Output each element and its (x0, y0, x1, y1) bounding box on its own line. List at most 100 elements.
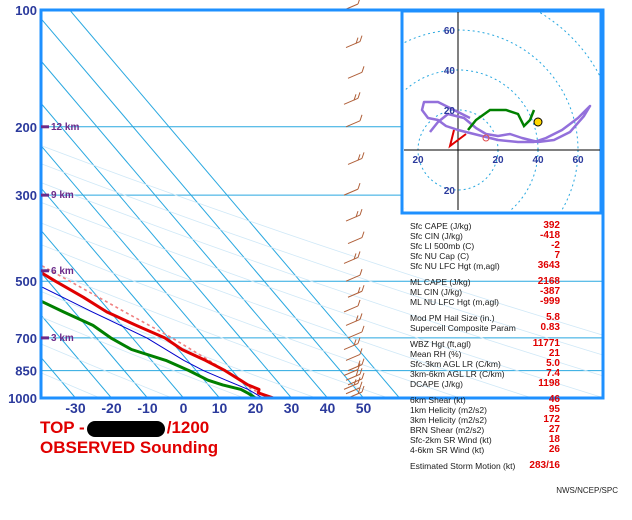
isotherm (69, 10, 400, 398)
height-label: 12 km (51, 122, 79, 133)
wind-barb (347, 372, 365, 386)
dry-adiabat (41, 343, 173, 398)
parameter-row: Mod PM Hail Size (in.) 5.8 (410, 312, 560, 324)
dry-adiabat (41, 201, 603, 398)
parameter-value: 5.0 (546, 358, 560, 369)
parameter-name: Estimated Storm Motion (kt) (410, 461, 516, 471)
isotherm (41, 60, 328, 398)
pressure-label: 700 (15, 331, 37, 346)
parameter-value: 0.83 (540, 322, 560, 333)
parameter-row: Sfc CIN (J/kg) -418 (410, 230, 560, 242)
dry-adiabat (41, 244, 461, 398)
parameter-row: Supercell Composite Param 0.83 (410, 322, 560, 334)
height-label: 9 km (51, 190, 74, 201)
parameter-name: 4-6km SR Wind (kt) (410, 445, 485, 455)
credit-label: NWS/NCEP/SPC (556, 486, 618, 495)
parameter-row: 1km Helicity (m2/s2) 95 (410, 405, 560, 416)
parameter-row: BRN Shear (m2/s2) 27 (410, 425, 560, 436)
wind-barb (345, 114, 363, 128)
wind-barb (345, 368, 363, 381)
hodograph-trace (420, 100, 592, 144)
parameter-row: ML NU LFC Hgt (m,agl) -999 (410, 297, 560, 308)
isotherm (41, 102, 292, 398)
parameter-value: 18 (548, 434, 560, 445)
parameter-name: BRN Shear (m2/s2) (410, 425, 485, 435)
pressure-axis-labels: 100 200 300 500 700 850 1000 (8, 3, 37, 406)
isotherm (41, 17, 364, 398)
isotherm-lines (41, 10, 603, 398)
parameter-value: 1198 (538, 378, 560, 389)
temperature-tick-label: 50 (356, 400, 372, 416)
isotherm (41, 314, 112, 398)
parameter-row: ML CIN (J/kg) -387 (410, 287, 560, 298)
hodo-u-label: 20 (492, 155, 504, 166)
parameter-value: 2168 (537, 276, 560, 287)
wind-barb (345, 381, 363, 395)
parameter-name: Mean RH (%) (410, 349, 462, 359)
parameter-row: Mean RH (%) 21 (410, 349, 560, 360)
pressure-label: 1000 (8, 391, 37, 406)
temperature-tick-label: 10 (212, 400, 228, 416)
parameter-name: Mod PM Hail Size (in.) (410, 313, 495, 323)
temperature-tick-label: -20 (101, 400, 121, 416)
parameter-name: ML NU LFC Hgt (m,agl) (410, 297, 499, 307)
dry-adiabat (41, 163, 603, 356)
pressure-label: 200 (15, 120, 37, 135)
isotherm (41, 271, 148, 398)
hodo-u-label: 20 (412, 155, 424, 166)
parameter-value: -418 (539, 230, 560, 241)
hodo-ring-label: 20 (444, 186, 456, 197)
hodo-u-label: 40 (532, 155, 544, 166)
parameter-value: 11771 (532, 338, 560, 349)
parameter-row: Sfc-2km SR Wind (kt) 18 (410, 434, 560, 446)
parameter-row: 3km Helicity (m2/s2) 172 (410, 415, 560, 426)
parameter-name: Sfc CAPE (J/kg) (410, 221, 472, 231)
wind-barb (347, 152, 365, 165)
parameter-name: ML CAPE (J/kg) (410, 277, 471, 287)
sounding-subtitle: OBSERVED Sounding (40, 438, 219, 457)
temperature-tick-label: 0 (180, 400, 188, 416)
parameter-value: 46 (548, 394, 560, 405)
hodograph-red-segment (448, 129, 467, 149)
parameter-name: Sfc CIN (J/kg) (410, 231, 463, 241)
parameter-name: 3km-6km AGL LR (C/km) (410, 369, 505, 379)
parameter-row: ML CAPE (J/kg) 2168 (410, 276, 560, 288)
parameter-name: 3km Helicity (m2/s2) (410, 415, 487, 425)
wind-barb (345, 35, 363, 49)
parameter-value: 26 (548, 444, 560, 455)
parameter-row: 4-6km SR Wind (kt) 26 (410, 444, 560, 456)
pressure-label: 100 (15, 3, 37, 18)
dry-adiabat (41, 291, 317, 398)
pressure-label: 500 (15, 274, 37, 289)
parameter-row: 6km Shear (kt) 46 (410, 394, 560, 406)
parameter-value: 5.8 (546, 312, 560, 323)
pressure-label: 300 (15, 188, 37, 203)
parameter-row: Sfc LI 500mb (C) -2 (410, 241, 560, 252)
hodograph-low-level-trace (467, 108, 536, 131)
station-id: TOP - (40, 418, 85, 437)
temperature-tick-label: -30 (65, 400, 85, 416)
wetbulb-trace (41, 285, 263, 398)
parameter-row: Sfc NU Cap (C) 7 (410, 251, 560, 262)
wind-barb (347, 231, 365, 245)
parameter-value: 7.4 (546, 368, 560, 379)
wind-barb (343, 251, 361, 264)
height-markers: 12 km 9 km 6 km 3 km (41, 122, 79, 344)
wind-barb (345, 269, 363, 282)
parameter-name: Sfc LI 500mb (C) (410, 241, 475, 251)
sounding-time: /1200 (166, 418, 210, 437)
hodograph-inset: 20 40 60 20 20 40 60 20 (400, 9, 603, 215)
parameter-name: 6km Shear (kt) (410, 395, 466, 405)
hodo-u-label: 60 (572, 155, 584, 166)
parameter-value: 3643 (537, 260, 560, 271)
parameter-row: WBZ Hgt (ft,agl) 11771 (410, 338, 560, 350)
left-mover-marker (482, 134, 490, 142)
parameter-name: Sfc NU Cap (C) (410, 251, 470, 261)
parameter-name: Supercell Composite Param (410, 323, 516, 333)
plot-frame (39, 8, 605, 400)
pressure-label: 850 (15, 364, 37, 379)
temperature-axis-labels: -30 -20 -10 0 10 20 30 40 50 (65, 400, 371, 416)
hodo-ring-label: 20 (444, 106, 456, 117)
redacted-block (86, 420, 165, 437)
